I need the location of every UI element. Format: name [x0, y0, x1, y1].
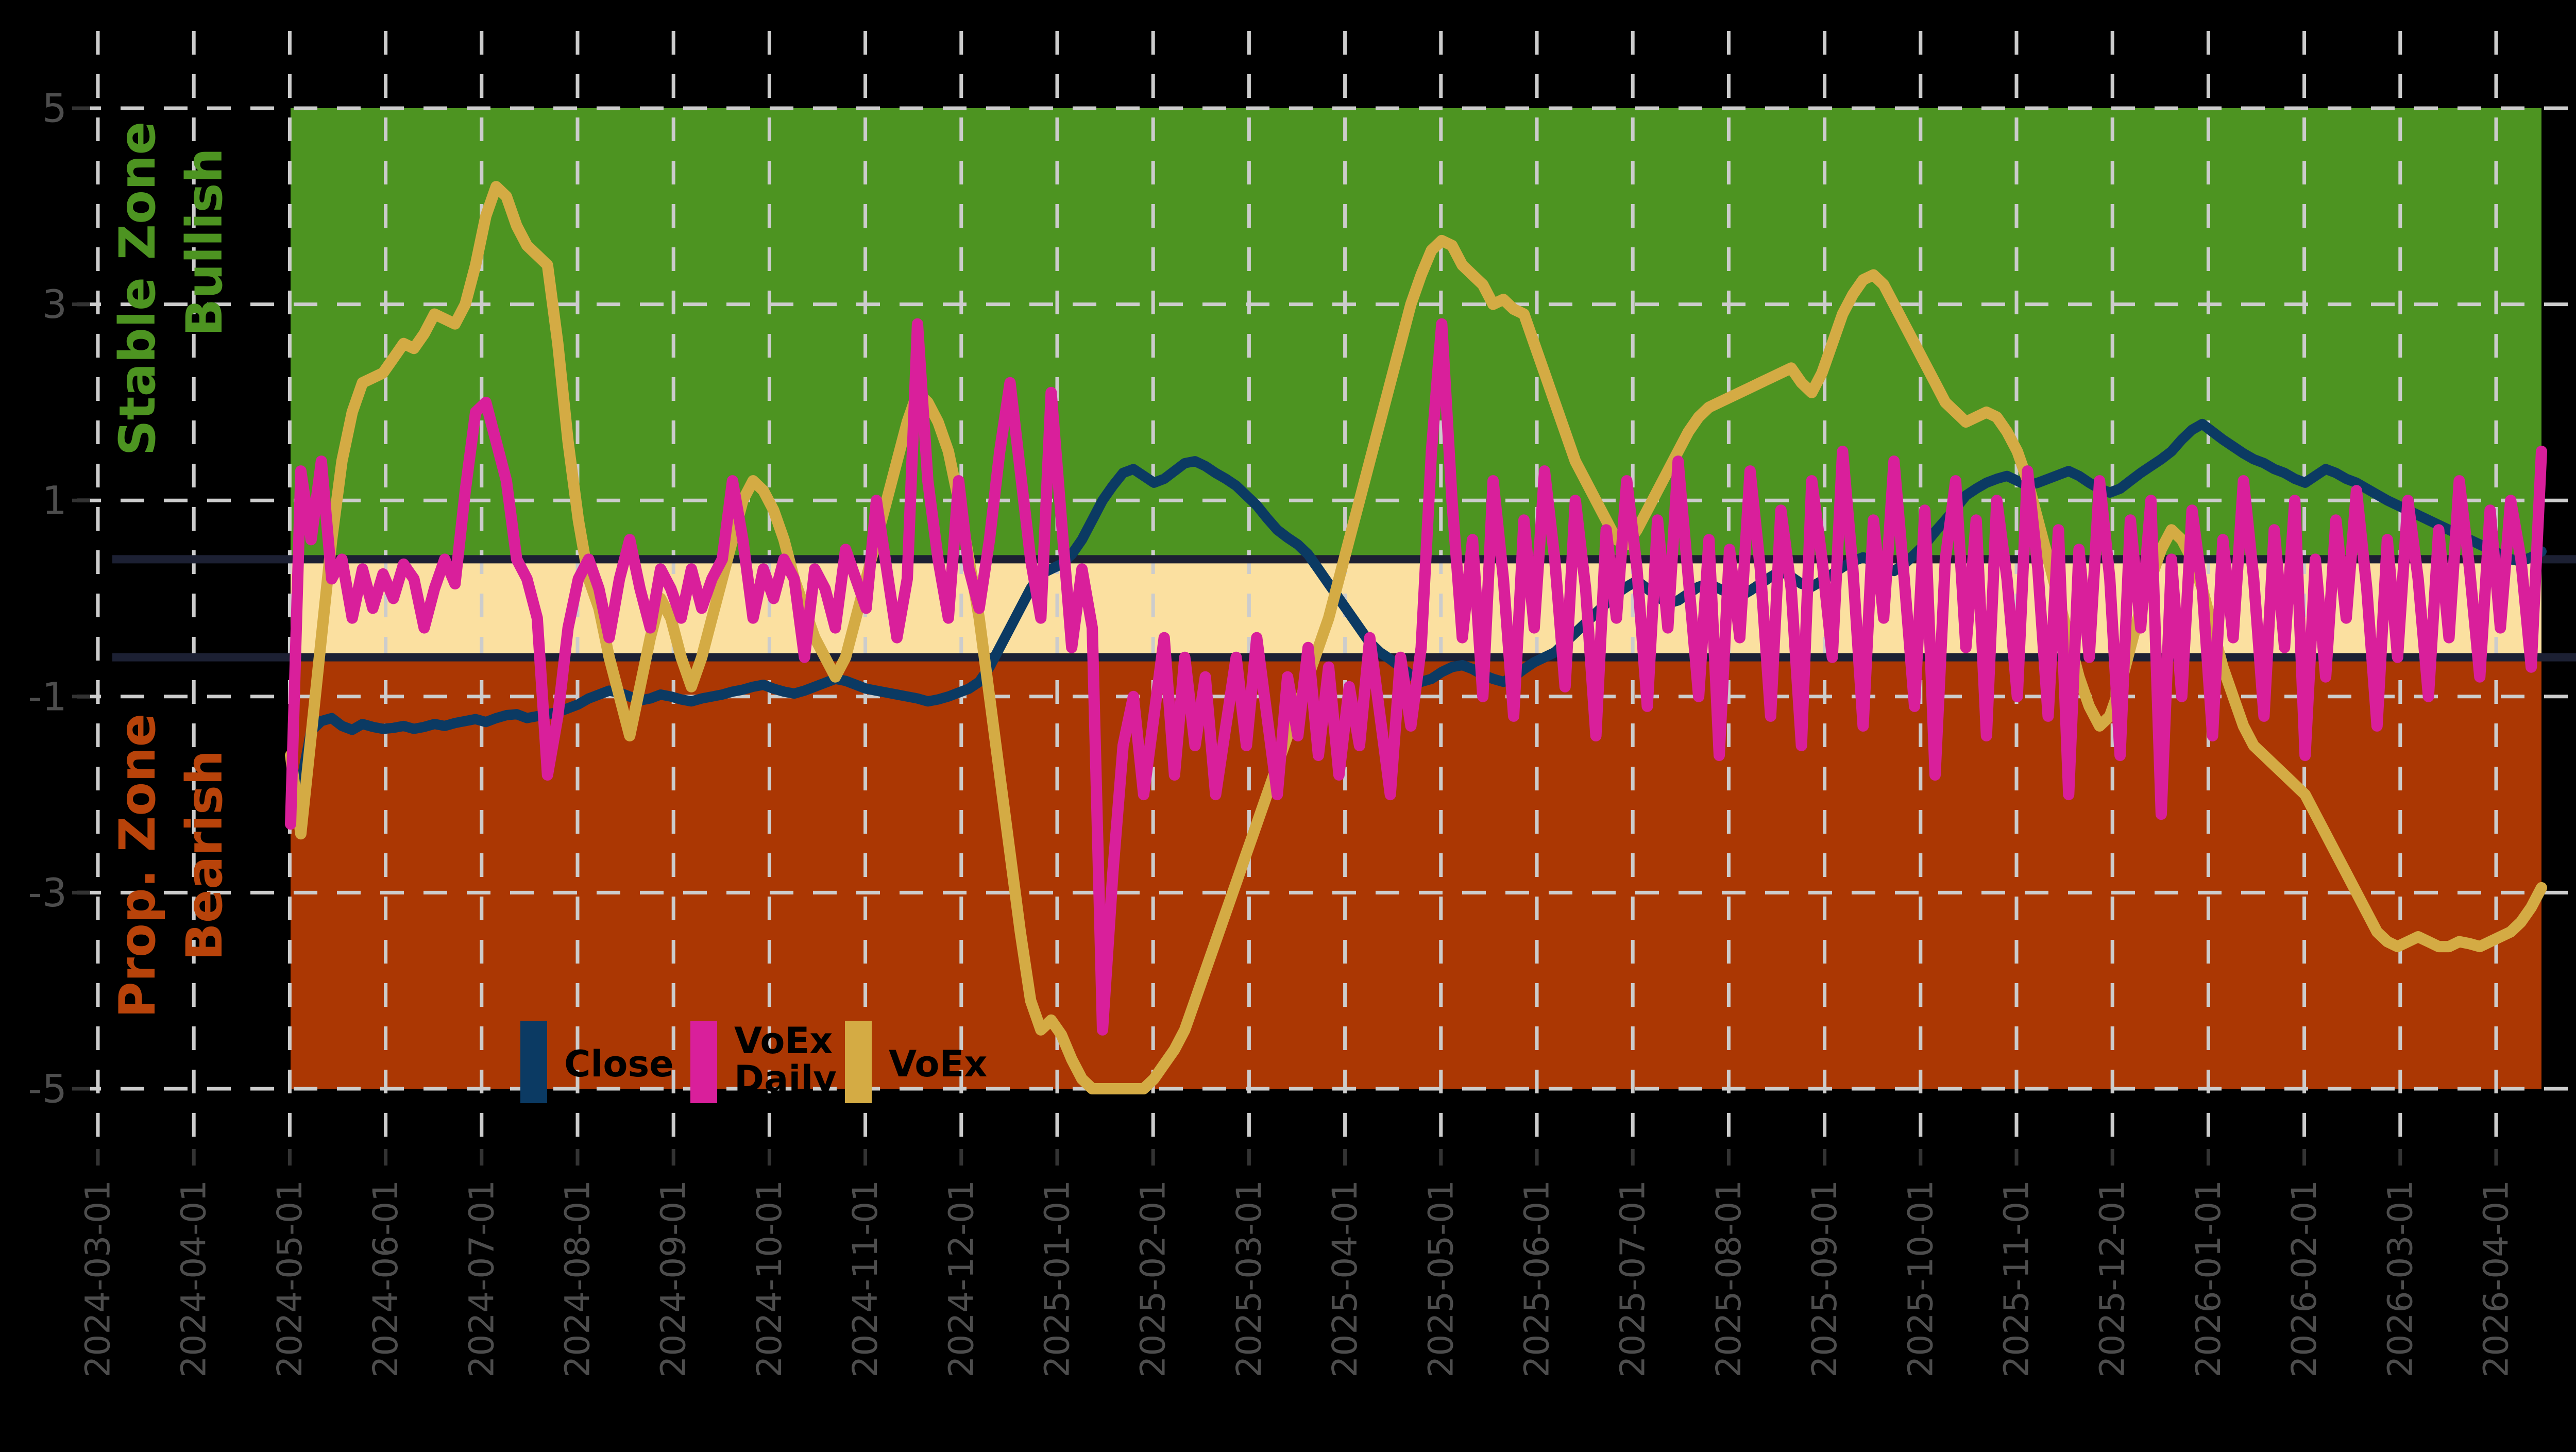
x-tick-label[interactable]: 2024-12-01 [941, 1180, 981, 1378]
y-axis-ticklabels: 5 3 1 -1 -3 -5 [28, 86, 90, 1112]
y-tick-label: -1 [28, 673, 67, 719]
legend-label-close: Close [564, 1043, 674, 1085]
legend-label-voex-daily: Daily [734, 1058, 837, 1100]
y-tick-label: 1 [42, 478, 67, 524]
zone-label: Prop. Zone [109, 713, 166, 1018]
x-tick-label[interactable]: 2024-03-01 [78, 1180, 118, 1378]
x-tick-label[interactable]: 2025-07-01 [1613, 1180, 1653, 1378]
x-axis-ticklabels[interactable]: 2024-03-01 2024-04-01 2024-05-01 2024-06-01… [78, 1149, 2576, 1378]
x-tick-label[interactable]: 2024-09-01 [654, 1180, 693, 1378]
x-tick-label[interactable]: 2024-07-01 [462, 1180, 501, 1378]
legend-label-voex-daily: VoEx [734, 1020, 833, 1062]
x-tick-label[interactable]: 2026-04-01 [2477, 1180, 2516, 1378]
x-tick-label[interactable]: 2025-12-01 [2093, 1180, 2132, 1378]
x-tick-label[interactable]: 2026-03-01 [2380, 1180, 2420, 1378]
zone-label: Bearish [176, 750, 233, 961]
x-tick-label[interactable]: 2026-02-01 [2284, 1180, 2324, 1378]
x-tick-label[interactable]: 2024-10-01 [750, 1180, 789, 1378]
x-tick-label[interactable]: 2025-11-01 [1997, 1180, 2037, 1378]
zone-label: Stable Zone [109, 122, 166, 456]
x-tick-label[interactable]: 2024-04-01 [174, 1180, 214, 1378]
legend-label-voex: VoEx [889, 1043, 987, 1085]
x-tick-label[interactable]: 2025-02-01 [1133, 1180, 1173, 1378]
y-tick-label: -3 [28, 870, 67, 916]
series-line-voex [285, 181, 2547, 1094]
series-lines [285, 181, 2547, 1094]
x-tick-label[interactable]: 2024-05-01 [270, 1180, 310, 1378]
legend-swatch-voex-daily[interactable] [690, 1021, 717, 1103]
x-tick-label[interactable]: 2025-01-01 [1038, 1180, 1077, 1378]
gridlines [77, 31, 2576, 1149]
x-tick-label[interactable]: 2025-03-01 [1229, 1180, 1269, 1378]
x-tick-label[interactable]: 2024-11-01 [845, 1180, 885, 1378]
x-tick-label[interactable]: 2024-08-01 [558, 1180, 598, 1378]
x-tick-label[interactable]: 2025-09-01 [1805, 1180, 1844, 1378]
legend-swatch-voex[interactable] [845, 1021, 872, 1103]
zone-label: Bullish [176, 148, 233, 336]
x-tick-label[interactable]: 2025-04-01 [1325, 1180, 1365, 1378]
series-line-voex-daily [285, 318, 2547, 1036]
y-tick-label: 5 [42, 86, 67, 131]
y-tick-label: -5 [28, 1066, 67, 1112]
x-tick-label[interactable]: 2025-05-01 [1421, 1180, 1461, 1378]
x-tick-label[interactable]: 2026-01-01 [2189, 1180, 2228, 1378]
x-tick-label[interactable]: 2025-06-01 [1517, 1180, 1557, 1378]
x-tick-label[interactable]: 2024-06-01 [366, 1180, 405, 1378]
zone-band-bullish [291, 108, 2541, 560]
zone-labels: Stable Zone Bullish Prop. Zone Bearish [109, 122, 233, 1018]
y-tick-label: 3 [42, 281, 67, 327]
legend-swatch-close[interactable] [520, 1021, 547, 1103]
x-tick-label[interactable]: 2025-10-01 [1901, 1180, 1940, 1378]
x-tick-label[interactable]: 2026-05-01 [2572, 1180, 2576, 1378]
x-tick-label[interactable]: 2025-08-01 [1709, 1180, 1749, 1378]
